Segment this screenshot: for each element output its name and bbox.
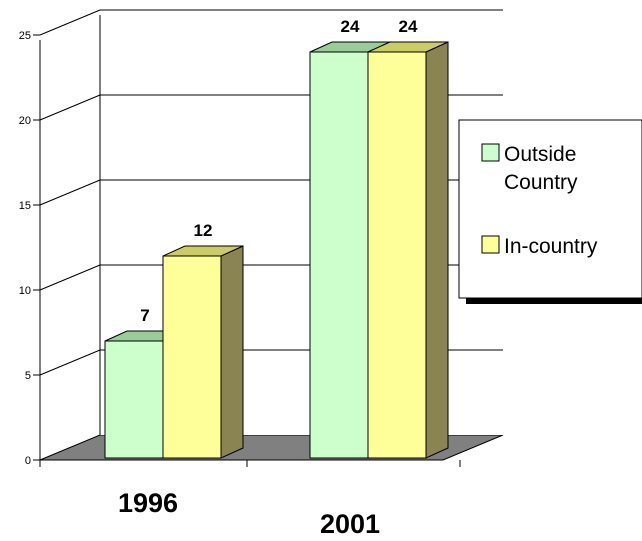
y-tick-label: 25 bbox=[19, 30, 31, 42]
gridline-side bbox=[39, 94, 101, 121]
category-label-1996: 1996 bbox=[118, 488, 178, 518]
y-tick-label: 20 bbox=[19, 115, 31, 127]
y-axis-ticks: 0 5 10 15 20 25 bbox=[19, 30, 461, 467]
gridline-side bbox=[39, 179, 101, 206]
y-tick-label: 0 bbox=[25, 455, 31, 467]
category-label-2001: 2001 bbox=[320, 509, 380, 539]
data-labels: 7 12 24 24 bbox=[140, 17, 418, 325]
legend: Outside Country In-country bbox=[458, 119, 642, 304]
bar-outside-country-2001 bbox=[309, 51, 369, 459]
data-label: 24 bbox=[341, 17, 360, 36]
bars bbox=[104, 41, 449, 459]
y-tick-label: 10 bbox=[19, 285, 31, 297]
bar-in-country-2001 bbox=[367, 51, 427, 459]
legend-label-in-country: In-country bbox=[504, 235, 598, 258]
y-tick-label: 15 bbox=[19, 200, 31, 212]
gridline-side bbox=[39, 349, 101, 376]
data-label: 7 bbox=[140, 306, 149, 325]
category-labels: 1996 2001 bbox=[118, 488, 380, 539]
bar-side-in-country-2001 bbox=[425, 41, 449, 459]
data-label: 24 bbox=[399, 17, 418, 36]
legend-swatch-in-country bbox=[481, 235, 500, 254]
y-tick-label: 5 bbox=[25, 370, 31, 382]
bar-outside-country-1996 bbox=[104, 340, 164, 459]
gridline-side bbox=[39, 9, 101, 36]
gridline-side bbox=[39, 264, 101, 291]
data-label: 12 bbox=[194, 221, 213, 240]
legend-label-outside-line2: Country bbox=[504, 171, 578, 194]
bar-side-in-country-1996 bbox=[220, 245, 244, 459]
legend-swatch-outside-country bbox=[481, 143, 500, 162]
bar-in-country-1996 bbox=[162, 255, 222, 459]
legend-label-outside-line1: Outside bbox=[504, 143, 576, 166]
